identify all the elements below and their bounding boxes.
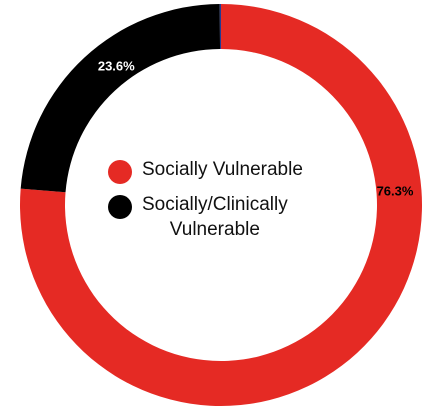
legend-item-socially-vulnerable: Socially Vulnerable bbox=[108, 157, 348, 184]
slice-label-socially-vulnerable: 76.3% bbox=[377, 183, 414, 198]
legend-label-socially-clinically-vulnerable: Socially/Clinically Vulnerable bbox=[142, 192, 288, 242]
legend-swatch-socially-clinically-vulnerable bbox=[108, 195, 132, 219]
slice-label-socially-clinically-vulnerable: 23.6% bbox=[98, 59, 135, 74]
legend-item-socially-clinically-vulnerable: Socially/Clinically Vulnerable bbox=[108, 192, 348, 242]
legend-label-socially-vulnerable: Socially Vulnerable bbox=[142, 157, 303, 182]
legend: Socially Vulnerable Socially/Clinically … bbox=[108, 157, 348, 250]
legend-swatch-socially-vulnerable bbox=[108, 160, 132, 184]
